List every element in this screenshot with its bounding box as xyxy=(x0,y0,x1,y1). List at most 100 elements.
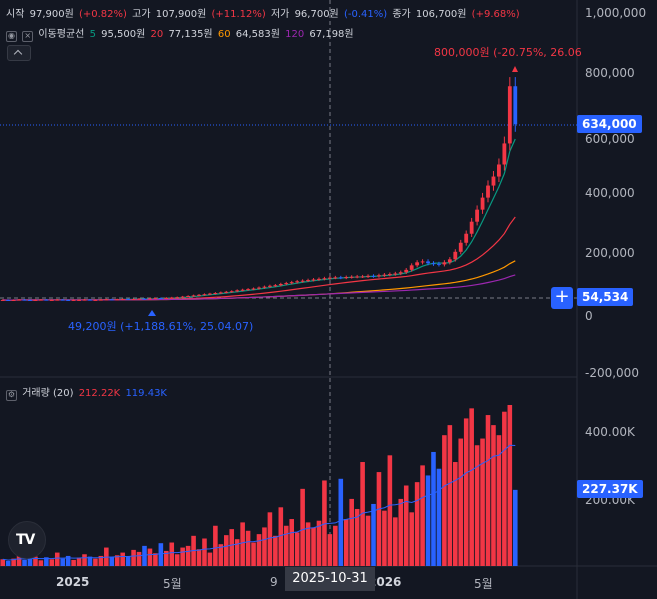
candle-body xyxy=(480,197,485,210)
ma120-value: 67,198원 xyxy=(309,29,354,40)
volume-bar xyxy=(71,559,76,566)
candle-body xyxy=(431,263,436,265)
open-change: (+0.82%) xyxy=(78,9,127,20)
ma60-value: 64,583원 xyxy=(235,29,280,40)
candle-body xyxy=(120,299,125,301)
volume-bar xyxy=(136,551,142,566)
volume-bar xyxy=(289,519,295,566)
candle-body xyxy=(442,262,447,265)
candle-body xyxy=(142,298,147,300)
volume-bar xyxy=(125,556,131,566)
volume-bar xyxy=(262,527,267,566)
candle-body xyxy=(158,298,163,300)
tradingview-logo[interactable]: TV xyxy=(8,521,46,559)
volume-bar xyxy=(234,539,240,566)
volume-bar xyxy=(114,555,120,566)
price-tick-600000: 600,000 xyxy=(585,132,635,146)
open-value: 97,900원 xyxy=(29,9,74,20)
volume-bar xyxy=(147,548,153,566)
volume-bar xyxy=(322,480,327,566)
candle-body xyxy=(169,297,174,299)
volume-bar xyxy=(60,558,65,566)
crosshair-price-tag: 54,534 xyxy=(577,288,634,306)
volume-bar xyxy=(245,530,251,566)
high-label: 고가 xyxy=(132,9,151,20)
candle-body xyxy=(44,299,49,301)
volume-bar xyxy=(131,549,136,566)
time-label-2025: 2025 xyxy=(56,575,90,589)
candle-body xyxy=(246,289,251,291)
candle-body xyxy=(126,299,131,301)
candle-body xyxy=(404,269,409,273)
candle-body xyxy=(131,299,136,301)
candle-body xyxy=(437,263,441,265)
volume-bar xyxy=(158,543,164,566)
volume-bar xyxy=(22,559,27,566)
candle-body xyxy=(66,299,71,301)
volume-bar xyxy=(338,478,344,566)
collapse-legend-button[interactable] xyxy=(7,45,31,61)
volume-bar xyxy=(491,425,496,566)
volume-bar xyxy=(469,408,474,566)
ma120-period: 120 xyxy=(285,29,305,40)
volume-bar xyxy=(11,558,16,566)
time-label-may-2026: 5월 xyxy=(474,577,493,591)
volume-title: 거래량 (20) xyxy=(22,388,74,399)
volume-bar xyxy=(153,553,158,566)
candle-body xyxy=(115,299,120,301)
candle-body xyxy=(6,299,11,301)
candle-body xyxy=(387,274,392,276)
candle-body xyxy=(257,287,261,289)
candle-body xyxy=(382,274,387,276)
candle-body xyxy=(273,285,278,287)
candle-body xyxy=(278,283,283,286)
volume-bar xyxy=(109,556,115,566)
candle-body xyxy=(0,299,5,301)
volume-value-1: 212.22K xyxy=(78,388,121,399)
volume-bar xyxy=(431,451,436,566)
volume-bar xyxy=(447,425,453,566)
low-annotation: 49,200원 (+1,188.61%, 25.04.07) xyxy=(68,320,254,333)
volume-bar xyxy=(393,517,398,566)
candle-body xyxy=(267,285,272,287)
eye-icon[interactable]: ◉ xyxy=(6,31,17,42)
volume-bar xyxy=(496,435,502,566)
candle-body xyxy=(71,299,76,301)
price-tick-0: 0 xyxy=(585,309,593,323)
volume-bar xyxy=(474,445,480,566)
volume-bar xyxy=(251,542,256,566)
volume-legend: ⚙ 거래량 (20) 212.22K 119.43K xyxy=(6,384,169,401)
close-icon[interactable]: × xyxy=(22,31,34,42)
candle-body xyxy=(393,273,398,275)
volume-bar xyxy=(360,462,365,566)
candle-body xyxy=(224,291,229,293)
candle-body xyxy=(213,293,218,295)
volume-bar xyxy=(120,552,125,566)
volume-bar xyxy=(142,545,147,566)
candle-body xyxy=(420,261,425,263)
close-change: (+9.68%) xyxy=(471,9,520,20)
volume-bar xyxy=(240,522,245,566)
ma-title: 이동평균선 xyxy=(38,29,85,40)
volume-settings-icon[interactable]: ⚙ xyxy=(6,390,17,401)
candle-body xyxy=(11,299,16,301)
ma-legend: ◉ × 이동평균선 5 95,500원 20 77,135원 60 64,583… xyxy=(6,25,356,42)
volume-bar xyxy=(316,520,322,566)
candle-body xyxy=(415,262,420,266)
time-label-may-2025: 5월 xyxy=(163,577,182,591)
volume-bar xyxy=(333,525,338,566)
moving-average-lines xyxy=(2,138,516,301)
volume-bar xyxy=(442,435,447,566)
volume-bar xyxy=(480,438,485,566)
price-tick-400000: 400,000 xyxy=(585,186,635,200)
volume-bar xyxy=(180,547,185,566)
candle-body xyxy=(175,297,180,299)
candle-body xyxy=(322,278,327,280)
volume-bar xyxy=(311,527,316,566)
volume-bar xyxy=(65,555,71,566)
add-alert-button[interactable]: + xyxy=(551,287,573,309)
volume-bars xyxy=(0,405,518,566)
open-label: 시작 xyxy=(6,9,25,20)
candle-body xyxy=(317,278,321,280)
